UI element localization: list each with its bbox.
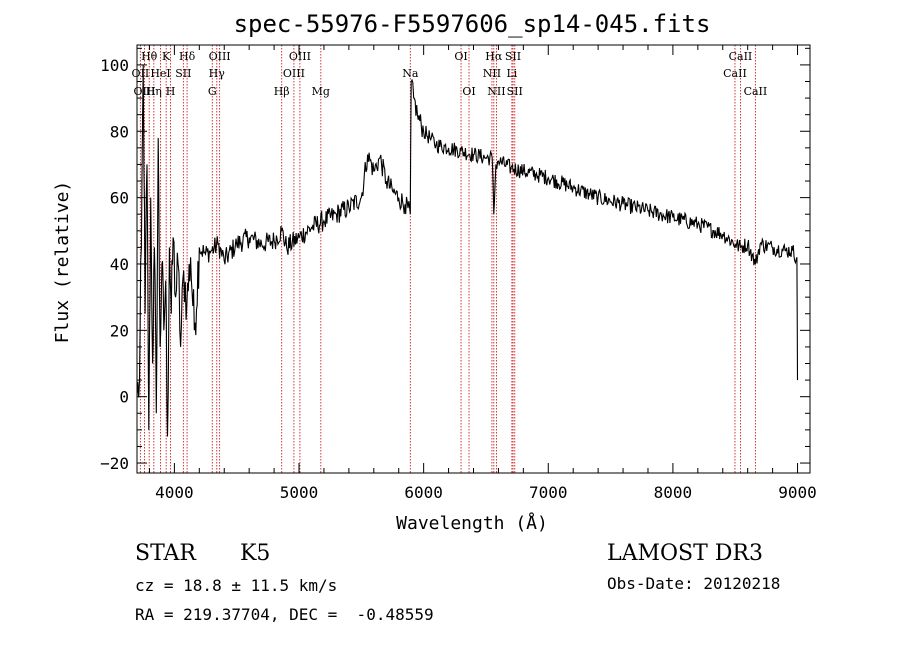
y-tick-label: 100 — [100, 56, 129, 75]
line-label: NII — [487, 85, 505, 98]
line-label: CaII — [723, 67, 747, 80]
plot-frame — [136, 44, 811, 474]
line-label: OII — [132, 67, 150, 80]
line-label: OIII — [209, 50, 231, 63]
line-label: Li — [506, 67, 517, 80]
line-label: OIII — [133, 85, 155, 98]
y-axis-label: Flux (relative) — [52, 181, 73, 344]
x-tick-label: 8000 — [654, 483, 693, 502]
obs-date: Obs-Date: 20120218 — [607, 574, 780, 593]
y-tick-label: 40 — [110, 255, 129, 274]
line-label: SII — [505, 50, 521, 63]
y-tick-label: 0 — [119, 388, 129, 407]
y-tick-label: 80 — [110, 122, 129, 141]
line-label: Hη — [146, 85, 162, 98]
x-tick-label: 7000 — [529, 483, 568, 502]
x-tick-label: 9000 — [778, 483, 817, 502]
line-label: H — [166, 85, 176, 98]
line-label: Hδ — [179, 50, 196, 63]
y-tick-label: −20 — [100, 454, 129, 473]
line-label: K — [162, 50, 171, 63]
line-label: SII — [175, 67, 191, 80]
x-axis: 4000 5000 6000 7000 8000 9000 — [148, 45, 817, 502]
line-label: NII — [483, 67, 501, 80]
x-axis-label: Wavelength (Å) — [396, 512, 548, 534]
object-subclass: K5 — [240, 541, 270, 566]
y-tick-label: 20 — [110, 321, 129, 340]
line-label: SII — [507, 85, 523, 98]
line-label: CaII — [729, 50, 753, 63]
y-axis: −20 0 20 40 60 80 100 — [100, 47, 810, 473]
line-label: Na — [402, 67, 419, 80]
emission-line-markers — [139, 45, 756, 473]
line-label: OIII — [283, 67, 305, 80]
object-class: STAR — [135, 541, 197, 566]
redshift-cz: cz = 18.8 ± 11.5 km/s — [135, 576, 337, 595]
line-label: HeI — [150, 67, 170, 80]
spectrum-line — [136, 64, 799, 437]
line-label: OIII — [289, 50, 311, 63]
line-label: Hγ — [209, 67, 226, 80]
line-label: Mg — [312, 85, 330, 98]
line-label: G — [208, 85, 217, 98]
line-label: Hα — [485, 50, 503, 63]
chart-title: spec-55976-F5597606_sp14-045.fits — [234, 10, 711, 38]
line-label: Hθ — [141, 50, 158, 63]
line-label: OI — [462, 85, 475, 98]
line-label: OI — [454, 50, 467, 63]
survey-name: LAMOST DR3 — [607, 541, 763, 566]
line-label: CaII — [744, 85, 768, 98]
x-tick-label: 6000 — [404, 483, 443, 502]
x-tick-label: 4000 — [155, 483, 194, 502]
x-tick-label: 5000 — [280, 483, 319, 502]
line-label: Hβ — [274, 85, 290, 98]
ra-dec: RA = 219.37704, DEC = -0.48559 — [135, 605, 434, 624]
y-tick-label: 60 — [110, 189, 129, 208]
